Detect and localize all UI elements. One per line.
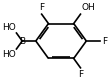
Text: OH: OH bbox=[81, 3, 95, 12]
Text: F: F bbox=[102, 36, 107, 46]
Text: F: F bbox=[78, 70, 83, 79]
Text: B: B bbox=[19, 36, 25, 46]
Text: HO: HO bbox=[2, 23, 15, 32]
Text: F: F bbox=[39, 3, 44, 12]
Text: HO: HO bbox=[2, 50, 15, 59]
